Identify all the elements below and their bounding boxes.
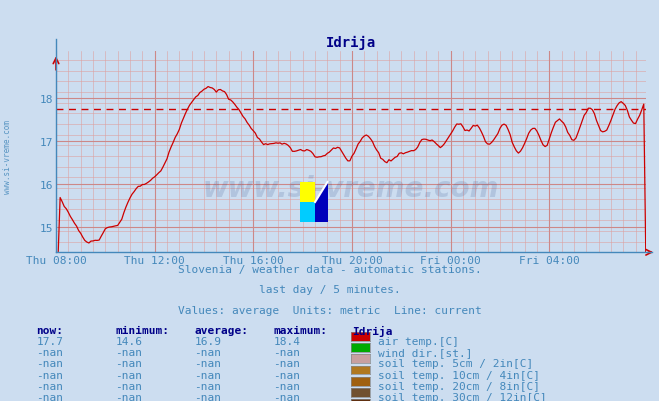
- Text: -nan: -nan: [194, 370, 221, 380]
- Text: -nan: -nan: [194, 381, 221, 391]
- Text: -nan: -nan: [36, 347, 63, 357]
- Text: www.si-vreme.com: www.si-vreme.com: [3, 119, 13, 193]
- Text: soil temp. 20cm / 8in[C]: soil temp. 20cm / 8in[C]: [378, 381, 540, 391]
- Text: -nan: -nan: [115, 392, 142, 401]
- Text: 14.6: 14.6: [115, 336, 142, 346]
- Title: Idrija: Idrija: [326, 35, 376, 50]
- Text: last day / 5 minutes.: last day / 5 minutes.: [258, 285, 401, 295]
- Text: wind dir.[st.]: wind dir.[st.]: [378, 347, 472, 357]
- Text: -nan: -nan: [194, 358, 221, 369]
- Text: maximum:: maximum:: [273, 325, 328, 335]
- Text: air temp.[C]: air temp.[C]: [378, 336, 459, 346]
- Text: -nan: -nan: [36, 392, 63, 401]
- Text: -nan: -nan: [194, 392, 221, 401]
- Text: -nan: -nan: [273, 347, 301, 357]
- Text: -nan: -nan: [36, 381, 63, 391]
- Text: soil temp. 10cm / 4in[C]: soil temp. 10cm / 4in[C]: [378, 370, 540, 380]
- Text: -nan: -nan: [115, 358, 142, 369]
- Text: 16.9: 16.9: [194, 336, 221, 346]
- Text: soil temp. 30cm / 12in[C]: soil temp. 30cm / 12in[C]: [378, 392, 546, 401]
- Text: Idrija: Idrija: [353, 325, 393, 336]
- Text: -nan: -nan: [273, 381, 301, 391]
- Text: 17.7: 17.7: [36, 336, 63, 346]
- Text: www.si-vreme.com: www.si-vreme.com: [203, 174, 499, 203]
- Text: -nan: -nan: [273, 370, 301, 380]
- Text: -nan: -nan: [115, 347, 142, 357]
- Text: -nan: -nan: [115, 381, 142, 391]
- Text: -nan: -nan: [273, 392, 301, 401]
- Text: minimum:: minimum:: [115, 325, 169, 335]
- Text: -nan: -nan: [273, 358, 301, 369]
- Text: -nan: -nan: [36, 358, 63, 369]
- Text: now:: now:: [36, 325, 63, 335]
- Text: Values: average  Units: metric  Line: current: Values: average Units: metric Line: curr…: [178, 305, 481, 315]
- Text: 18.4: 18.4: [273, 336, 301, 346]
- Text: -nan: -nan: [194, 347, 221, 357]
- Text: Slovenia / weather data - automatic stations.: Slovenia / weather data - automatic stat…: [178, 265, 481, 275]
- Text: -nan: -nan: [115, 370, 142, 380]
- Text: -nan: -nan: [36, 370, 63, 380]
- Text: soil temp. 5cm / 2in[C]: soil temp. 5cm / 2in[C]: [378, 358, 533, 369]
- Text: average:: average:: [194, 325, 248, 335]
